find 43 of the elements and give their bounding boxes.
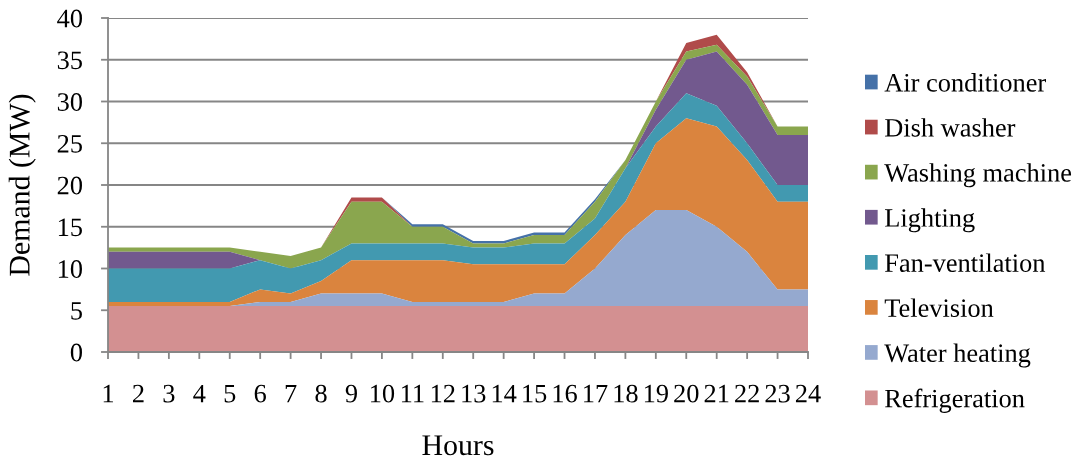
legend-label: Washing machine (884, 163, 1072, 188)
x-tick-label: 4 (193, 384, 206, 403)
x-tick-label: 23 (765, 384, 790, 403)
x-tick-label: 5 (224, 384, 236, 403)
x-tick-label: 13 (462, 384, 486, 403)
x-tick-label: 17 (584, 384, 608, 403)
legend-label: Fan-ventilation (885, 253, 1046, 272)
x-tick-label: 15 (523, 384, 547, 403)
y-axis-title: Demand (MW) (8, 94, 36, 276)
x-tick-label: 6 (254, 384, 266, 403)
y-tick-label: 15 (58, 218, 82, 237)
legend-label: Water heating (884, 343, 1031, 368)
y-tick-label: 10 (58, 260, 82, 278)
legend-label: Dish washer (885, 118, 1016, 137)
legend-label: Television (884, 298, 994, 318)
x-tick-label: 11 (401, 384, 424, 403)
x-tick-label: 3 (163, 384, 175, 403)
y-tick-label: 40 (57, 9, 82, 28)
x-tick-label: 20 (674, 384, 699, 403)
x-tick-label: 14 (492, 384, 517, 403)
x-tick-label: 8 (315, 384, 327, 403)
y-tick-label: 30 (57, 93, 82, 111)
x-tick-label: 7 (285, 384, 297, 403)
x-tick-label: 16 (553, 384, 577, 403)
y-tick-label: 35 (57, 51, 82, 70)
y-tick-label: 5 (71, 302, 82, 320)
x-tick-label: 24 (795, 384, 821, 403)
x-tick-label: 19 (644, 384, 668, 403)
x-tick-label: 12 (431, 384, 455, 403)
x-axis-title: Hours (422, 435, 494, 456)
legend-label: Lighting (885, 208, 975, 233)
x-tick-label: 1 (103, 384, 114, 403)
x-tick-label: 2 (133, 384, 144, 403)
legend-label: Refrigeration (885, 388, 1025, 413)
x-tick-label: 22 (735, 384, 759, 403)
x-tick-label: 10 (371, 384, 395, 403)
x-tick-label: 21 (704, 384, 729, 403)
y-tick-label: 25 (57, 134, 82, 153)
legend-label: Air conditioner (884, 73, 1046, 92)
y-tick-label: 20 (57, 176, 82, 195)
x-tick-label: 18 (614, 384, 638, 403)
x-tick-label: 9 (345, 384, 357, 403)
y-tick-label: 0 (70, 343, 82, 362)
